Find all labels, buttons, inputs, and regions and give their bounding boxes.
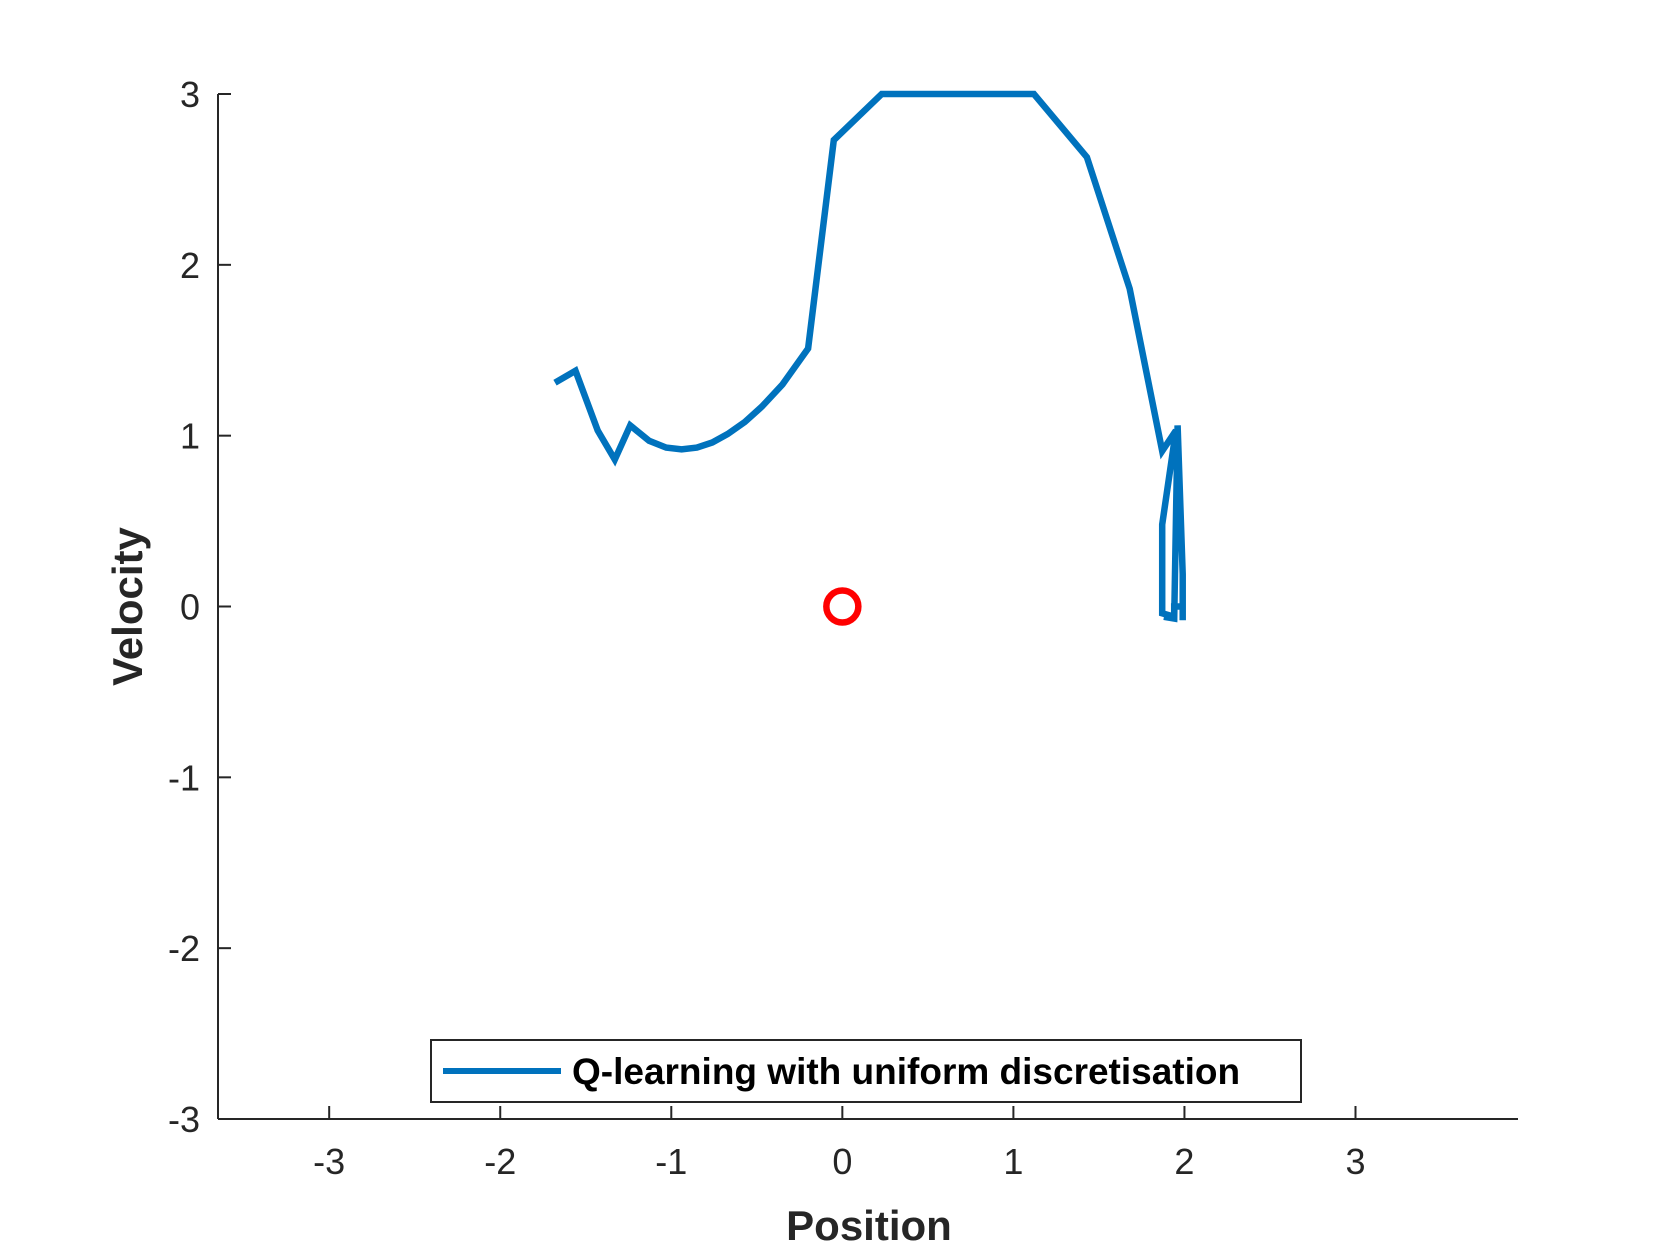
x-tick-label: 3: [1345, 1141, 1365, 1182]
y-axis-label: Velocity: [104, 526, 151, 685]
y-tick-label: 0: [180, 587, 200, 628]
y-tick-label: -2: [168, 928, 200, 969]
legend-box: [430, 1039, 1302, 1103]
x-axis: -3 -2 -1 0 1 2 3: [218, 1106, 1518, 1182]
x-tick-label: 1: [1003, 1141, 1023, 1182]
x-tick-label: -1: [655, 1141, 687, 1182]
x-tick-label: -3: [313, 1141, 345, 1182]
y-tick-label: -3: [168, 1099, 200, 1140]
trajectory-line: [553, 90, 1186, 623]
x-tick-label: -2: [484, 1141, 516, 1182]
x-axis-label: Position: [786, 1202, 952, 1246]
y-tick-label: 1: [180, 416, 200, 457]
legend-entry: Q-learning with uniform discretisation: [572, 1051, 1240, 1092]
plot-area: [553, 90, 1186, 626]
legend: Q-learning with uniform discretisation: [430, 1039, 1302, 1103]
target-marker: [823, 587, 862, 626]
y-tick-label: 2: [180, 245, 200, 286]
y-tick-label: -1: [168, 757, 200, 798]
y-tick-label: 3: [180, 74, 200, 115]
y-axis: -3 -2 -1 0 1 2 3: [168, 74, 231, 1140]
x-tick-label: 2: [1174, 1141, 1194, 1182]
x-tick-label: 0: [832, 1141, 852, 1182]
